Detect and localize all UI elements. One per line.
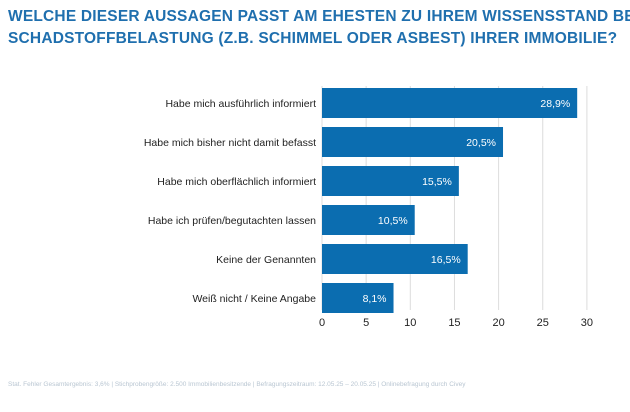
x-tick-label: 20 [492, 317, 504, 329]
x-tick-label: 15 [448, 317, 460, 329]
category-label: Keine der Genannten [216, 254, 316, 266]
bar [322, 205, 415, 235]
x-tick-label: 5 [363, 317, 369, 329]
bar [322, 88, 578, 118]
bar-value-label: 10,5% [378, 215, 408, 227]
bar-value-label: 28,9% [540, 98, 570, 110]
x-tick-label: 0 [319, 317, 325, 329]
bar-value-label: 16,5% [431, 254, 461, 266]
footnote: Stat. Fehler Gesamtergebnis: 3,6% | Stic… [8, 381, 466, 388]
gridlines [321, 86, 588, 310]
chart-title-line-1: WELCHE DIESER AUSSAGEN PASST AM EHESTEN … [8, 8, 630, 25]
bar [322, 244, 468, 274]
category-labels: Habe mich ausführlich informiert Habe mic… [144, 98, 316, 305]
x-axis-ticks: 0 5 10 15 20 25 30 [319, 317, 593, 329]
bar [322, 283, 394, 313]
bar-value-label: 15,5% [422, 176, 452, 188]
x-tick-label: 25 [537, 317, 549, 329]
bar-value-label: 20,5% [466, 137, 496, 149]
x-tick-label: 10 [404, 317, 416, 329]
x-tick-label: 30 [581, 317, 593, 329]
category-label: Habe mich oberflächlich informiert [157, 176, 316, 188]
bars: 28,9% 20,5% 15,5% 10,5% 16,5% 8,1% [322, 88, 578, 313]
bar-value-label: 8,1% [363, 293, 387, 305]
category-label: Habe mich ausführlich informiert [165, 98, 316, 110]
bar [322, 127, 504, 157]
category-label: Habe ich prüfen/begutachten lassen [148, 215, 316, 227]
category-label: Habe mich bisher nicht damit befasst [144, 137, 316, 149]
category-label: Weiß nicht / Keine Angabe [192, 293, 316, 305]
chart-title-line-2: SCHADSTOFFBELASTUNG (Z.B. SCHIMMEL ODER … [8, 30, 618, 47]
bar [322, 166, 459, 196]
chart-title: WELCHE DIESER AUSSAGEN PASST AM EHESTEN … [8, 6, 630, 50]
